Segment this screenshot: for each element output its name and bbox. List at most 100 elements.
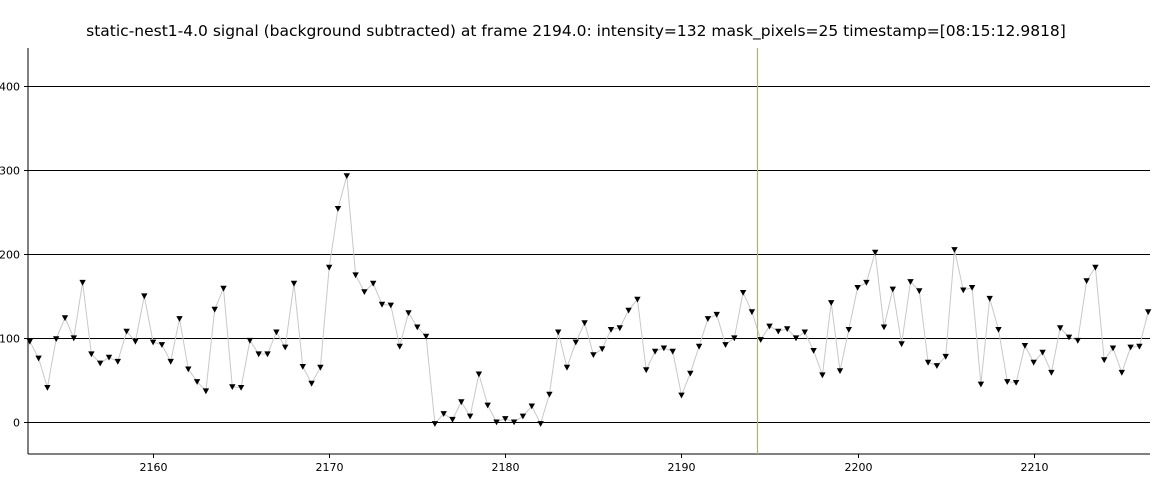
data-point-41 xyxy=(387,302,394,309)
data-point-103 xyxy=(933,363,941,369)
data-point-82 xyxy=(748,309,756,316)
data-point-52 xyxy=(484,402,491,409)
data-point-95 xyxy=(863,279,870,286)
data-point-110 xyxy=(995,327,1002,333)
data-point-119 xyxy=(1074,337,1081,344)
data-point-93 xyxy=(845,327,852,333)
data-point-113 xyxy=(1021,343,1029,349)
data-point-57 xyxy=(528,403,535,410)
data-point-58 xyxy=(537,421,544,427)
data-point-49 xyxy=(458,399,465,406)
data-point-61 xyxy=(563,364,571,371)
data-point-80 xyxy=(731,335,738,342)
data-point-90 xyxy=(819,372,826,379)
data-point-30 xyxy=(290,280,298,287)
data-point-88 xyxy=(801,329,808,336)
data-point-19 xyxy=(193,379,201,385)
data-point-9 xyxy=(105,354,113,361)
x-tick-label-2180: 2180 xyxy=(492,461,520,474)
y-tick-label-400: 400 xyxy=(0,81,20,94)
data-point-115 xyxy=(1039,349,1046,356)
data-point-20 xyxy=(202,388,210,395)
data-point-71 xyxy=(651,348,659,355)
data-point-27 xyxy=(264,351,271,358)
data-point-102 xyxy=(924,359,932,366)
data-point-65 xyxy=(599,346,606,353)
data-point-14 xyxy=(149,339,157,346)
data-point-66 xyxy=(607,327,615,333)
chart-title: static-nest1-4.0 signal (background subt… xyxy=(86,22,1066,40)
data-point-105 xyxy=(951,247,958,253)
y-tick-label-100: 100 xyxy=(0,333,20,346)
data-point-54 xyxy=(502,416,509,422)
data-point-40 xyxy=(378,301,386,308)
data-point-26 xyxy=(255,351,262,358)
data-point-94 xyxy=(854,285,861,291)
series-polyline xyxy=(29,175,1149,426)
data-point-86 xyxy=(784,326,791,332)
data-point-23 xyxy=(229,384,236,390)
data-point-68 xyxy=(625,307,632,314)
data-point-73 xyxy=(669,348,676,355)
x-tick-label-2160: 2160 xyxy=(140,461,168,474)
data-point-39 xyxy=(370,280,377,287)
x-tick-label-2190: 2190 xyxy=(668,461,696,474)
data-point-69 xyxy=(634,296,641,303)
data-point-1 xyxy=(35,355,42,362)
data-point-70 xyxy=(643,367,650,374)
data-point-10 xyxy=(114,358,121,365)
data-point-35 xyxy=(334,206,342,212)
data-point-78 xyxy=(713,311,720,318)
data-point-50 xyxy=(466,413,474,420)
data-point-106 xyxy=(960,287,967,294)
data-point-43 xyxy=(405,310,412,316)
data-point-15 xyxy=(158,342,166,348)
data-point-100 xyxy=(907,279,914,285)
data-point-34 xyxy=(326,264,333,271)
data-point-64 xyxy=(590,352,597,358)
plot-background xyxy=(30,45,1150,454)
data-point-6 xyxy=(79,279,86,286)
data-point-56 xyxy=(519,413,527,420)
data-point-63 xyxy=(581,320,588,327)
data-point-32 xyxy=(308,380,315,387)
data-point-122 xyxy=(1101,357,1108,364)
data-point-16 xyxy=(167,358,174,365)
data-point-75 xyxy=(687,370,694,377)
data-point-5 xyxy=(70,335,77,342)
data-point-38 xyxy=(361,289,368,295)
data-point-29 xyxy=(282,344,289,351)
data-point-83 xyxy=(757,337,764,343)
data-point-51 xyxy=(475,371,483,378)
data-point-112 xyxy=(1012,380,1020,386)
data-point-22 xyxy=(220,285,227,292)
data-point-107 xyxy=(968,285,976,291)
data-point-24 xyxy=(237,385,245,391)
data-point-60 xyxy=(555,329,562,336)
data-point-98 xyxy=(889,286,896,293)
data-point-126 xyxy=(1136,343,1143,350)
data-point-2 xyxy=(44,385,51,391)
data-point-108 xyxy=(977,381,985,388)
data-point-116 xyxy=(1048,369,1055,376)
data-point-55 xyxy=(510,419,518,426)
data-point-96 xyxy=(872,249,879,256)
x-tick-label-2170: 2170 xyxy=(316,461,344,474)
data-point-0 xyxy=(26,338,33,345)
data-point-118 xyxy=(1065,334,1073,341)
data-point-85 xyxy=(775,328,782,335)
data-point-79 xyxy=(722,342,729,348)
x-tick-label-2210: 2210 xyxy=(1021,461,1049,474)
data-point-91 xyxy=(828,300,835,306)
data-point-62 xyxy=(572,339,579,346)
y-tick-label-0: 0 xyxy=(13,417,20,430)
series-line xyxy=(29,175,1149,426)
data-point-109 xyxy=(986,295,993,302)
data-point-45 xyxy=(422,333,430,340)
data-point-42 xyxy=(396,343,403,350)
data-point-89 xyxy=(810,348,817,354)
series-markers xyxy=(26,173,1152,427)
data-point-13 xyxy=(141,293,148,300)
data-point-84 xyxy=(766,323,773,330)
